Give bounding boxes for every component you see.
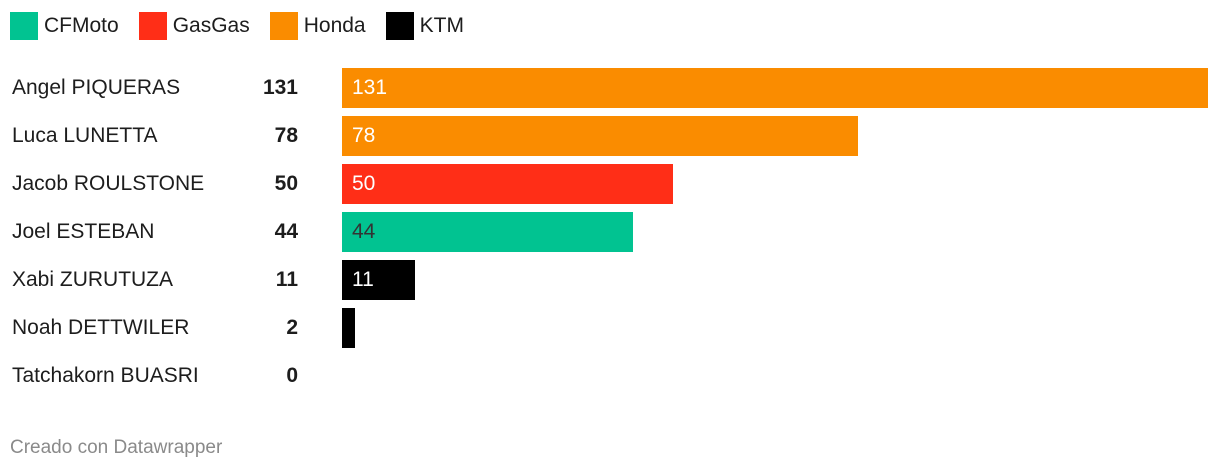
value-label: 11 xyxy=(275,268,298,291)
bar-row: Jacob ROULSTONE 50 50 xyxy=(0,164,1220,204)
category-label: Noah DETTWILER xyxy=(12,316,190,339)
legend-swatch xyxy=(269,12,298,40)
bar-row: Angel PIQUERAS 131 131 xyxy=(0,68,1220,108)
bar xyxy=(342,68,1208,108)
legend-label: CFMoto xyxy=(44,14,119,37)
category-label: Luca LUNETTA xyxy=(12,124,158,147)
legend: CFMoto GasGas Honda KTM xyxy=(10,12,464,40)
category-label: Xabi ZURUTUZA xyxy=(12,268,174,291)
bar-data-label: 131 xyxy=(352,76,388,99)
category-label: Joel ESTEBAN xyxy=(12,220,155,243)
legend-swatch xyxy=(138,12,167,40)
credit-text[interactable]: Creado con Datawrapper xyxy=(10,437,223,458)
bar-data-label: 50 xyxy=(352,172,376,195)
bar-data-label: 78 xyxy=(352,124,376,147)
legend-label: GasGas xyxy=(172,14,250,37)
bar-row: Luca LUNETTA 78 78 xyxy=(0,116,1220,156)
bar xyxy=(342,212,633,252)
bar-data-label: 44 xyxy=(352,220,376,243)
value-label: 50 xyxy=(274,172,298,195)
bar xyxy=(342,164,673,204)
legend-item: CFMoto xyxy=(10,12,119,40)
bar-row: Xabi ZURUTUZA 11 11 xyxy=(0,260,1220,300)
bar xyxy=(342,116,858,156)
legend-item: GasGas xyxy=(138,12,250,40)
category-label: Angel PIQUERAS xyxy=(12,76,181,99)
legend-label: Honda xyxy=(303,14,366,37)
legend-label: KTM xyxy=(419,14,464,37)
value-label: 0 xyxy=(286,364,298,387)
value-label: 78 xyxy=(274,124,298,147)
value-label: 131 xyxy=(262,76,298,99)
value-label: 2 xyxy=(286,316,298,339)
bar-data-label: 11 xyxy=(352,268,374,291)
bar xyxy=(342,260,415,300)
legend-item: Honda xyxy=(269,12,366,40)
bar-row: Joel ESTEBAN 44 44 xyxy=(0,212,1220,252)
value-label: 44 xyxy=(274,220,298,243)
category-label: Tatchakorn BUASRI xyxy=(12,364,199,387)
category-label: Jacob ROULSTONE xyxy=(12,172,205,195)
legend-swatch xyxy=(10,12,38,40)
legend-item: KTM xyxy=(385,12,464,40)
bar xyxy=(342,308,356,348)
bar-row: Tatchakorn BUASRI 0 xyxy=(0,356,1220,396)
legend-swatch xyxy=(385,12,414,40)
bar-row: Noah DETTWILER 2 xyxy=(0,308,1220,348)
